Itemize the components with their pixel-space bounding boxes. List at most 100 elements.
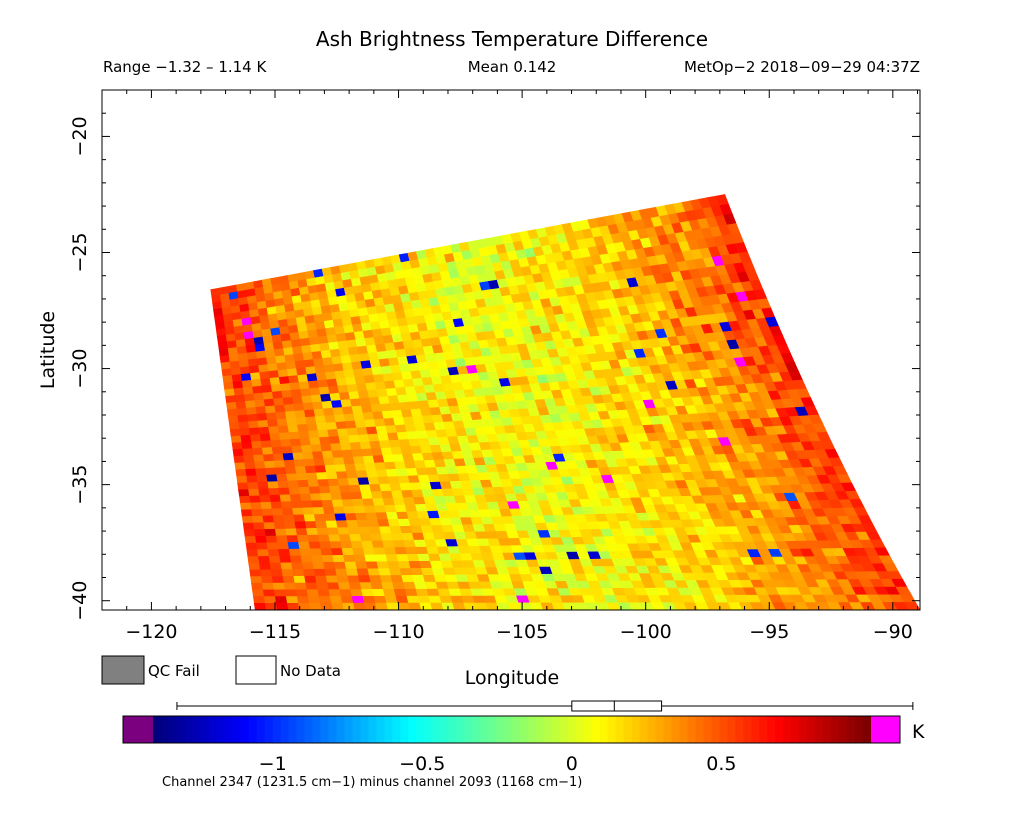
swath-pixel <box>253 454 265 463</box>
colorbar-segment <box>719 716 728 743</box>
colorbar-segment <box>464 716 473 743</box>
swath-pixel <box>233 387 245 396</box>
swath-pixel <box>350 589 364 597</box>
swath-pixel <box>295 589 309 597</box>
swath-pixel <box>247 358 259 367</box>
swath-pixel <box>240 509 253 517</box>
swath-pixel <box>307 380 320 389</box>
swath-pixel <box>340 541 353 549</box>
swath-pixel <box>232 448 245 457</box>
swath-pixel <box>312 358 325 367</box>
swath-pixel <box>289 382 301 391</box>
swath-pixel <box>260 501 273 510</box>
colorbar-segment <box>855 716 864 743</box>
swath-pixel <box>377 519 391 528</box>
swath-pixel <box>276 418 289 427</box>
swath-pixel <box>353 505 367 514</box>
swath-pixel <box>349 484 362 493</box>
colorbar-segment <box>272 716 282 743</box>
swath-pixel <box>284 354 296 363</box>
swath-pixel <box>285 466 297 475</box>
swath-pixel <box>292 507 305 516</box>
colorbar-segment <box>847 716 856 743</box>
swath-pixel <box>285 528 298 537</box>
swath-pixel <box>368 575 383 583</box>
swath-pixel <box>241 441 253 450</box>
swath-pixel <box>257 481 270 490</box>
y-tick-label: −30 <box>69 349 91 389</box>
colorbar-segment <box>663 716 673 743</box>
colorbar-segment <box>288 716 298 743</box>
swath-pixel <box>306 423 319 432</box>
swath-pixel <box>254 399 266 408</box>
swath-pixel <box>327 582 341 590</box>
swath-pixel <box>317 479 330 488</box>
colorbar-segment <box>208 716 218 743</box>
swath-pixel <box>305 582 319 591</box>
swath-pixel <box>284 589 298 597</box>
swath-pixel <box>386 602 400 610</box>
swath-pixel <box>283 514 296 523</box>
swath-pixel <box>324 513 337 522</box>
swath-pixel <box>367 568 381 577</box>
swath-pixel <box>270 501 283 510</box>
swath-pixel <box>365 512 379 521</box>
swath-pixel <box>257 549 270 557</box>
swath-pixel <box>392 540 406 548</box>
swath-pixel <box>356 519 370 528</box>
swath-pixel <box>269 377 281 386</box>
swath-pixel <box>242 448 254 457</box>
colorbar-segment <box>304 716 314 743</box>
swath-pixel <box>343 413 356 422</box>
x-tick-label: −105 <box>496 621 548 643</box>
swath-pixel <box>368 526 382 535</box>
swath-pixel <box>269 432 281 442</box>
swath-pixel <box>329 596 343 604</box>
colorbar-segment <box>216 716 226 743</box>
swath-pixel <box>280 562 293 570</box>
swath-pixel <box>267 481 280 490</box>
swath-pixel <box>318 485 332 494</box>
swath-pixel <box>317 589 331 597</box>
swath-pixel <box>352 456 366 465</box>
swath-pixel <box>228 422 241 431</box>
colorbar-segment <box>815 716 824 743</box>
colorbar-segment <box>591 716 601 743</box>
swath-pixel <box>338 391 351 401</box>
stats-box <box>176 700 914 712</box>
swath-pixel <box>317 534 331 543</box>
legend-swatch-qc-fail <box>101 655 145 685</box>
swath-pixel <box>302 402 315 411</box>
swath-pixel <box>326 527 340 536</box>
swath-pixel <box>334 414 346 423</box>
swath-pixel <box>285 410 297 420</box>
swath-pixel <box>309 387 321 396</box>
colorbar-segment <box>296 716 306 743</box>
swath-pixel <box>279 555 292 564</box>
swath-pixel <box>269 562 283 571</box>
swath-pixel <box>325 371 337 381</box>
swath-pixel <box>341 547 355 556</box>
swath-pixel <box>292 452 305 461</box>
swath-pixel <box>319 541 332 550</box>
swath-pixel <box>355 512 368 521</box>
swath-pixel <box>260 569 273 577</box>
swath-pixel <box>335 568 349 577</box>
swath-pixel <box>251 440 263 450</box>
swath-pixel <box>308 541 322 550</box>
swath-pixel <box>302 351 314 361</box>
swath-pixel <box>303 359 316 368</box>
swath-pixel <box>383 547 397 556</box>
swath-pixel <box>277 542 290 550</box>
swath-pixel <box>375 469 389 478</box>
swath-pixel <box>244 400 257 409</box>
colorbar-segment <box>240 716 250 743</box>
swath-pixel <box>275 467 287 476</box>
swath-pixel <box>292 345 304 355</box>
swath-pixel <box>253 596 266 604</box>
swath-pixel <box>320 548 334 556</box>
swath-pixel <box>304 409 316 418</box>
swath-pixel <box>326 471 339 480</box>
swath-pixel <box>230 435 243 444</box>
swath-pixel <box>283 582 297 591</box>
